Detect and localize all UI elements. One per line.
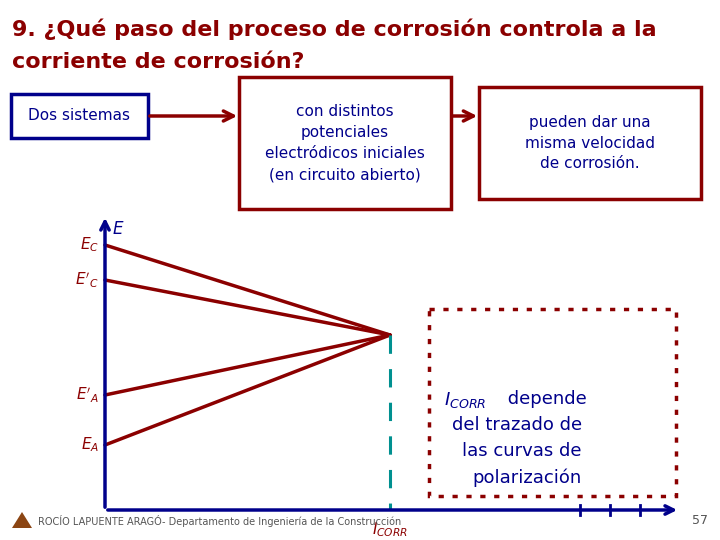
Text: E: E: [113, 220, 124, 238]
Text: $I_{CORR}$: $I_{CORR}$: [444, 390, 486, 410]
FancyBboxPatch shape: [11, 94, 148, 138]
Text: $E'_C$: $E'_C$: [76, 271, 99, 289]
Text: las curvas de: las curvas de: [462, 442, 582, 461]
Text: Dos sistemas: Dos sistemas: [29, 109, 130, 124]
Text: $I_{CORR}$: $I_{CORR}$: [372, 520, 408, 539]
Text: ROCÍO LAPUENTE ARAGÓ- Departamento de Ingeniería de la Construcción: ROCÍO LAPUENTE ARAGÓ- Departamento de In…: [38, 515, 401, 527]
FancyBboxPatch shape: [429, 309, 676, 496]
Polygon shape: [12, 512, 32, 528]
Text: depende: depende: [502, 390, 587, 408]
Text: del trazado de: del trazado de: [452, 416, 582, 435]
Text: 9. ¿Qué paso del proceso de corrosión controla a la: 9. ¿Qué paso del proceso de corrosión co…: [12, 18, 657, 39]
Text: $E_C$: $E_C$: [80, 235, 99, 254]
Text: $E_A$: $E_A$: [81, 436, 99, 454]
Text: 57: 57: [692, 514, 708, 527]
Text: corriente de corrosión?: corriente de corrosión?: [12, 52, 305, 72]
Text: polarización: polarización: [472, 469, 581, 487]
Text: $E'_A$: $E'_A$: [76, 386, 99, 404]
FancyBboxPatch shape: [239, 77, 451, 209]
Text: con distintos
potenciales
electródicos iniciales
(en circuito abierto): con distintos potenciales electródicos i…: [265, 104, 425, 182]
Text: pueden dar una
misma velocidad
de corrosión.: pueden dar una misma velocidad de corros…: [525, 114, 655, 172]
FancyBboxPatch shape: [479, 87, 701, 199]
